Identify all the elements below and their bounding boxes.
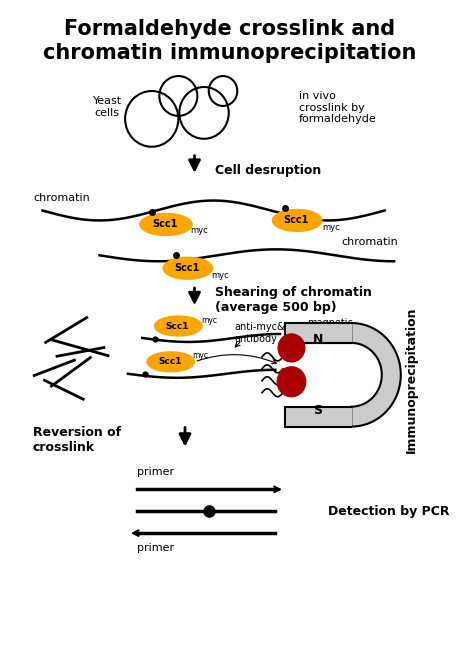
Ellipse shape bbox=[273, 209, 322, 232]
Text: anti-myc&2sd
antibody: anti-myc&2sd antibody bbox=[235, 322, 302, 343]
Circle shape bbox=[277, 367, 306, 397]
Text: Detection by PCR: Detection by PCR bbox=[328, 505, 449, 518]
Text: S: S bbox=[314, 404, 323, 417]
Text: myc: myc bbox=[322, 223, 340, 232]
Text: myc: myc bbox=[211, 271, 229, 280]
Polygon shape bbox=[351, 323, 401, 426]
Ellipse shape bbox=[147, 352, 194, 372]
Text: chromatin: chromatin bbox=[342, 237, 399, 247]
Text: myc: myc bbox=[201, 315, 217, 324]
Text: Scc1: Scc1 bbox=[283, 215, 309, 226]
Text: Scc1: Scc1 bbox=[158, 357, 182, 366]
Ellipse shape bbox=[163, 257, 212, 279]
Text: primer: primer bbox=[137, 543, 174, 553]
Circle shape bbox=[278, 334, 305, 362]
Text: in vivo
crosslink by
formaldehyde: in vivo crosslink by formaldehyde bbox=[299, 91, 377, 124]
Text: chromatin: chromatin bbox=[33, 192, 90, 203]
Text: Reversion of
crosslink: Reversion of crosslink bbox=[33, 426, 121, 453]
Text: Yeast
cells: Yeast cells bbox=[92, 96, 122, 118]
Text: chromatin immunoprecipitation: chromatin immunoprecipitation bbox=[43, 43, 416, 63]
Text: myc: myc bbox=[191, 226, 209, 235]
Text: Immunoprecipitation: Immunoprecipitation bbox=[405, 307, 418, 453]
Text: N: N bbox=[313, 333, 323, 346]
Text: Scc1: Scc1 bbox=[165, 322, 189, 330]
Text: myc: myc bbox=[192, 351, 209, 360]
Text: Formaldehyde crosslink and: Formaldehyde crosslink and bbox=[64, 20, 395, 39]
Ellipse shape bbox=[140, 213, 192, 235]
Text: magnetic
beads: magnetic beads bbox=[307, 318, 353, 339]
Text: Shearing of chromatin
(average 500 bp): Shearing of chromatin (average 500 bp) bbox=[215, 286, 372, 314]
Text: Scc1: Scc1 bbox=[174, 264, 200, 273]
Text: primer: primer bbox=[137, 468, 174, 477]
Text: Scc1: Scc1 bbox=[152, 220, 178, 230]
Ellipse shape bbox=[155, 316, 202, 336]
Text: Cell desruption: Cell desruption bbox=[215, 164, 322, 177]
